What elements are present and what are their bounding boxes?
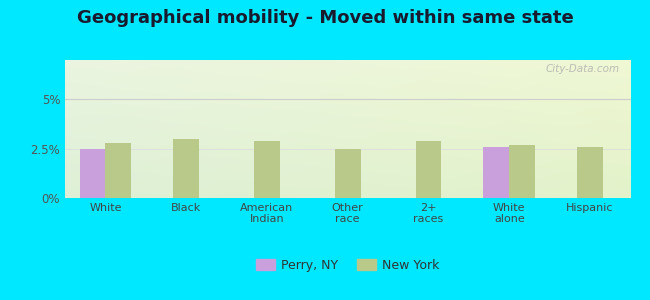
Bar	[254, 141, 280, 198]
Bar	[335, 149, 361, 198]
Bar	[577, 147, 603, 198]
Bar	[174, 139, 199, 198]
Legend: Perry, NY, New York: Perry, NY, New York	[256, 259, 439, 272]
Text: Geographical mobility - Moved within same state: Geographical mobility - Moved within sam…	[77, 9, 573, 27]
Bar	[510, 145, 535, 198]
Bar	[415, 141, 441, 198]
Text: City-Data.com: City-Data.com	[545, 64, 619, 74]
Bar	[79, 149, 105, 198]
Bar	[484, 147, 510, 198]
Bar	[105, 143, 131, 198]
